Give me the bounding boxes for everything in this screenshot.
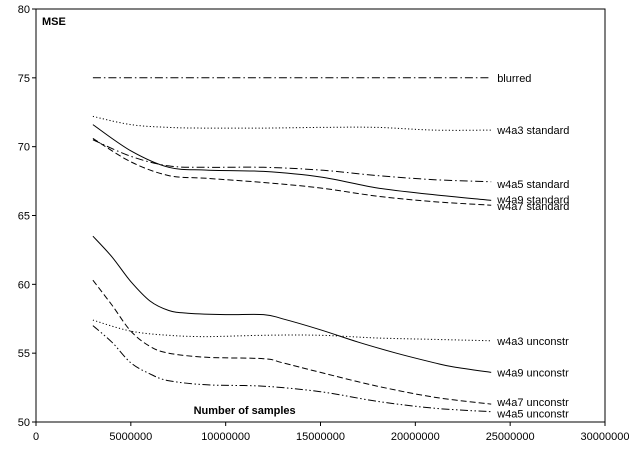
x-tick-label: 15000000 (296, 431, 345, 443)
series-line-w4a5-standard (92, 139, 492, 183)
y-tick-label: 70 (18, 142, 30, 154)
series-group (92, 77, 492, 413)
y-tick-label: 55 (18, 348, 30, 360)
series-label-w4a3-standard: w4a3 standard (496, 125, 569, 137)
series-label-w4a9-standard: w4a9 standard (496, 194, 569, 206)
plot-frame (35, 8, 606, 423)
x-tick-label: 5000000 (109, 431, 152, 443)
x-axis-title: Number of samples (194, 405, 296, 417)
series-label-w4a5-standard: w4a5 standard (496, 179, 569, 191)
series-label-w4a7-standard: w4a7 standard (496, 201, 569, 213)
series-line-w4a7-standard (92, 137, 492, 206)
y-tick-label: 65 (18, 211, 30, 223)
series-label-w4a3-unconstr: w4a3 unconstr (496, 336, 569, 348)
series-label-blurred: blurred (497, 73, 531, 85)
series-labels: blurred w4a3 standard w4a5 standard w4a9 st… (496, 73, 569, 421)
y-axis-title: MSE (42, 16, 66, 28)
series-line-w4a7-unconstr (92, 279, 492, 405)
x-axis: 0 5000000 10000000 15000000 20000000 25000000… (33, 422, 629, 443)
y-tick-label: 80 (18, 4, 30, 16)
series-line-w4a5-unconstr (92, 325, 492, 413)
series-line-w4a9-standard (92, 124, 492, 201)
series-label-w4a7-unconstr: w4a7 unconstr (496, 397, 569, 409)
series-line-w4a9-unconstr (92, 235, 492, 373)
series-label-w4a5-unconstr: w4a5 unconstr (496, 409, 569, 421)
y-axis: 50 55 60 65 70 75 80 (18, 4, 36, 429)
series-label-w4a9-unconstr: w4a9 unconstr (496, 367, 569, 379)
x-tick-label: 10000000 (201, 431, 250, 443)
x-tick-label: 0 (33, 431, 39, 443)
y-tick-label: 50 (18, 417, 30, 429)
x-tick-label: 20000000 (391, 431, 440, 443)
series-line-w4a3-unconstr (92, 319, 492, 342)
y-tick-label: 75 (18, 73, 30, 85)
y-tick-label: 60 (18, 279, 30, 291)
series-line-w4a3-standard (92, 115, 492, 131)
x-tick-label: 30000000 (581, 431, 629, 443)
x-tick-label: 25000000 (486, 431, 535, 443)
